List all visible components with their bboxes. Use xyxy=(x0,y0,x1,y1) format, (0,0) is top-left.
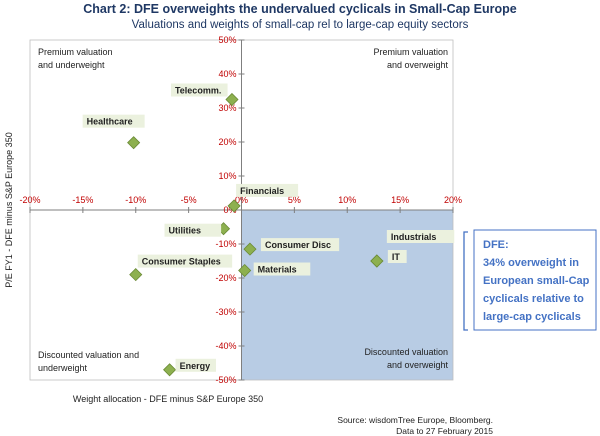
quadrant-label-top-left-1: Premium valuation xyxy=(38,47,113,57)
point-label-energy: Energy xyxy=(180,361,211,371)
callout-box xyxy=(473,229,597,331)
point-label-telecomm: Telecomm. xyxy=(175,86,221,96)
point-marker-consumer-disc xyxy=(243,242,257,256)
x-tick-label: 5% xyxy=(288,195,301,205)
x-tick-label: 0% xyxy=(235,195,248,205)
quadrant-label-bottom-right-2: and overweight xyxy=(387,360,449,370)
x-axis-label: Weight allocation - DFE minus S&P Europe… xyxy=(73,394,263,404)
point-marker-energy xyxy=(163,363,177,377)
x-tick-label: 10% xyxy=(338,195,356,205)
point-label-box-consumer-staples xyxy=(137,254,233,268)
x-tick-label: -15% xyxy=(72,195,93,205)
x-tick-label: 15% xyxy=(391,195,409,205)
y-axis-label: P/E FY1 - DFE minus S&P Europe 350 xyxy=(4,132,14,287)
x-tick-label: 20% xyxy=(444,195,462,205)
point-label-box-financials xyxy=(236,183,299,197)
y-tick-label: -20% xyxy=(215,273,236,283)
callout-line-4: cyclicals relative to xyxy=(483,293,584,305)
callout-line-1: DFE: xyxy=(483,239,509,251)
x-tick-label: -10% xyxy=(125,195,146,205)
point-marker-materials xyxy=(238,263,252,278)
point-marker-telecomm xyxy=(225,92,239,107)
y-ticks: 50% 40% 30% 20% 10% 0% -10% -20% -30% -40% -50% xyxy=(215,35,245,385)
point-marker-healthcare xyxy=(127,136,141,150)
point-label-utilities: Utilities xyxy=(169,226,202,236)
point-label-consumer-staples: Consumer Staples xyxy=(142,257,221,267)
quadrant-label-top-right-1: Premium valuation xyxy=(373,47,448,57)
source-note-line-2: Data to 27 February 2015 xyxy=(396,426,493,436)
quadrant-label-top-left-2: and underweight xyxy=(38,60,105,70)
y-tick-label: 10% xyxy=(218,171,236,181)
point-label-healthcare: Healthcare xyxy=(87,117,133,127)
data-points: Telecomm. Healthcare Financials Utilities Co… xyxy=(82,83,455,377)
x-ticks: -20% -15% -10% -5% 0% 5% 10% 15% 20% xyxy=(19,195,462,213)
y-tick-label: -50% xyxy=(215,375,236,385)
y-tick-label: 30% xyxy=(218,103,236,113)
quadrant-label-bottom-left-2: underweight xyxy=(38,363,88,373)
y-tick-label: 20% xyxy=(218,137,236,147)
point-label-it: IT xyxy=(392,252,401,262)
y-tick-label: 40% xyxy=(218,69,236,79)
y-tick-label: -10% xyxy=(215,239,236,249)
y-tick-label: -40% xyxy=(215,341,236,351)
chart-title: Chart 2: DFE overweights the undervalued… xyxy=(83,2,516,16)
point-marker-consumer-staples xyxy=(129,268,143,282)
point-label-box-consumer-disc xyxy=(260,238,340,252)
point-label-box-healthcare xyxy=(82,114,145,128)
point-label-materials: Materials xyxy=(258,265,297,275)
quadrant-label-bottom-left-1: Discounted valuation and xyxy=(38,350,139,360)
quadrant-label-top-right-2: and overweight xyxy=(387,60,449,70)
callout-bracket xyxy=(463,231,468,331)
quadrant-label-bottom-right-1: Discounted valuation xyxy=(364,347,448,357)
point-label-box-it xyxy=(387,250,407,263)
point-label-box-utilities xyxy=(164,223,222,237)
source-note-line-1: Source: wisdomTree Europe, Bloomberg. xyxy=(337,415,493,425)
x-tick-label: -20% xyxy=(19,195,40,205)
callout-line-3: European small-Cap xyxy=(483,275,590,287)
callout-line-2: 34% overweight in xyxy=(483,257,579,269)
y-tick-label: 50% xyxy=(218,35,236,45)
chart-subtitle: Valuations and weights of small-cap rel … xyxy=(132,19,469,31)
x-tick-label: -5% xyxy=(181,195,197,205)
point-label-box-materials xyxy=(253,262,311,276)
callout-line-5: large-cap cyclicals xyxy=(483,311,581,323)
y-tick-label: -30% xyxy=(215,307,236,317)
point-label-consumer-disc: Consumer Disc xyxy=(265,240,331,250)
y-tick-label: 0% xyxy=(223,205,236,215)
point-marker-financials xyxy=(227,199,241,213)
point-marker-it xyxy=(370,254,384,268)
point-label-financials: Financials xyxy=(240,186,284,196)
point-label-industrials: Industrials xyxy=(391,232,437,242)
point-label-box-energy xyxy=(175,358,216,372)
point-label-box-industrials xyxy=(386,230,455,243)
point-label-box-telecomm xyxy=(170,83,228,97)
